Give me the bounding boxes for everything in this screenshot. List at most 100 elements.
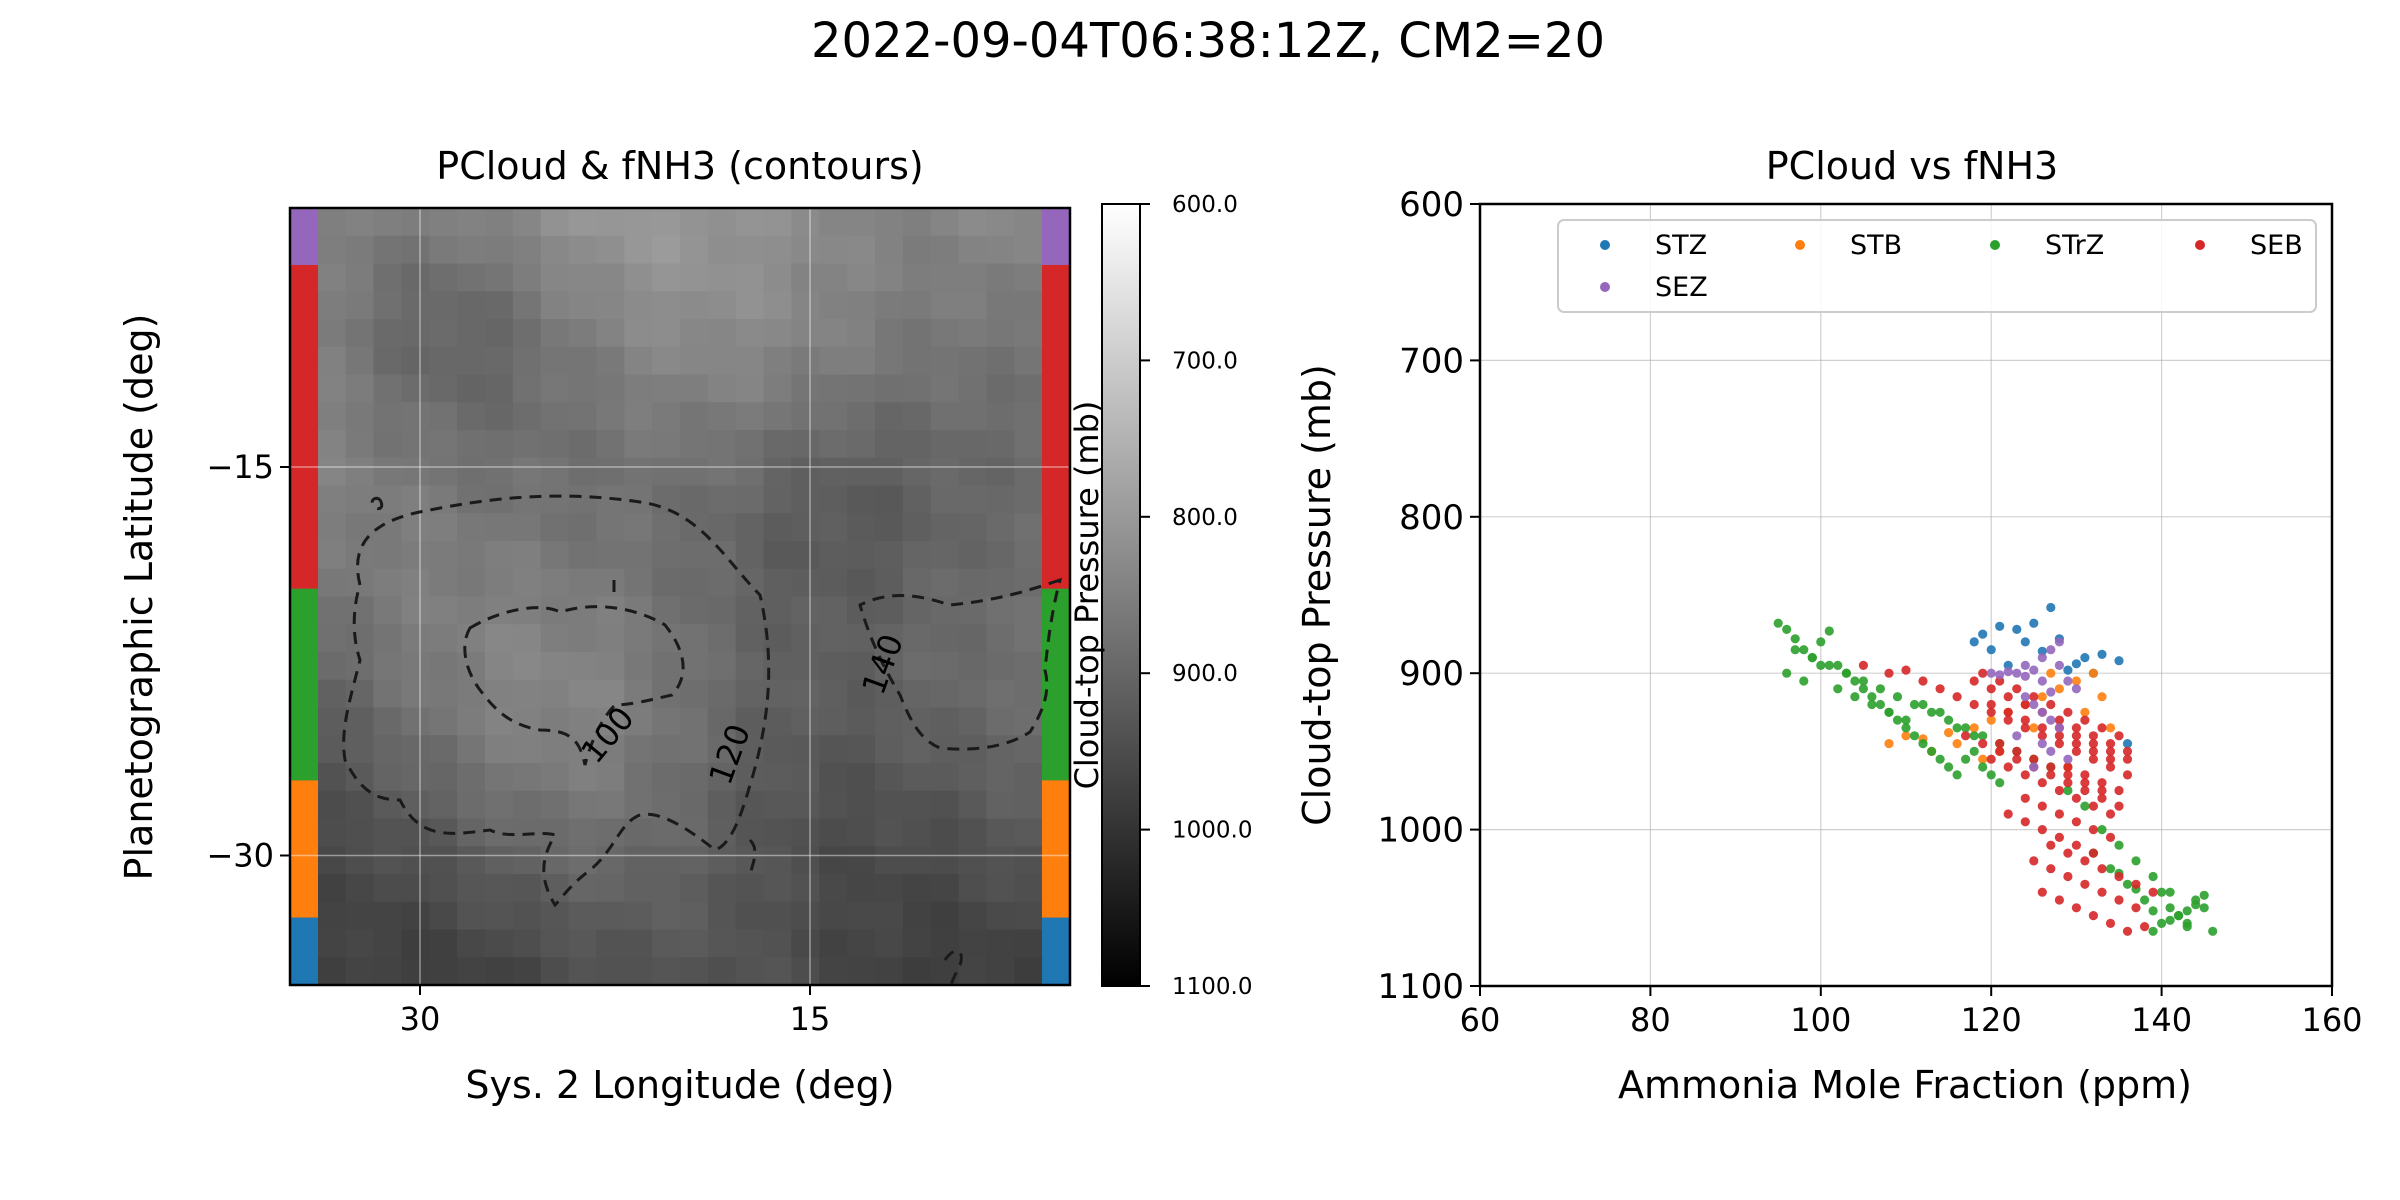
heatmap-cell (735, 346, 765, 376)
heatmap-cell (373, 929, 403, 958)
heatmap-cell (317, 790, 347, 820)
scatter-point-strz (1799, 676, 1809, 686)
scatter-point-strz (1892, 715, 1903, 725)
heatmap-cell (373, 652, 403, 681)
heatmap-cell (902, 208, 932, 237)
scatter-point-strz (1935, 707, 1945, 717)
heatmap-cell (568, 513, 598, 542)
scatter-point-stb (1986, 715, 1996, 725)
heatmap-cell (373, 679, 403, 709)
heatmap-cell (624, 568, 653, 598)
scatter-point-stb (1901, 731, 1911, 741)
heatmap-cell (986, 319, 1015, 348)
scatter-point-seb (2097, 793, 2107, 803)
heatmap-cell (373, 235, 403, 265)
heatmap-cell (512, 846, 542, 875)
heatmap-cell (624, 901, 653, 931)
scatter-xtick-label: 100 (1790, 1001, 1851, 1039)
heatmap-cell (958, 235, 988, 265)
heatmap-cell (652, 319, 681, 348)
heatmap-cell (819, 457, 848, 487)
heatmap-cell (986, 929, 1015, 958)
heatmap-cell (902, 929, 932, 958)
heatmap-cell (540, 679, 570, 709)
heatmap-cell (401, 763, 430, 792)
heatmap-cell (429, 346, 458, 376)
heatmap-cell (763, 374, 793, 403)
heatmap-cell (1014, 874, 1043, 903)
heatmap-cell (875, 235, 904, 265)
heatmap-cell (819, 235, 848, 265)
heatmap-cell (1014, 513, 1043, 542)
heatmap-cell (819, 513, 848, 542)
scatter-point-seb (2020, 699, 2030, 710)
scatter-point-strz (2199, 903, 2209, 913)
heatmap-cell (791, 790, 820, 820)
heatmap-cell (930, 652, 960, 681)
heatmap-cell (373, 874, 403, 903)
legend-marker-stz (1600, 240, 1610, 250)
heatmap-cell (707, 957, 737, 986)
heatmap-cell (345, 485, 375, 514)
heatmap-cell (596, 874, 625, 903)
heatmap-cell (763, 291, 793, 320)
heatmap-cell (401, 679, 430, 709)
heatmap-cell (568, 624, 598, 653)
heatmap-cell (847, 957, 876, 986)
scatter-point-seb (2088, 825, 2098, 835)
heatmap-cell (791, 763, 820, 792)
heatmap-cell (652, 652, 681, 681)
heatmap-cell (624, 457, 653, 487)
heatmap-cell (429, 263, 458, 292)
scatter-point-seb (2097, 785, 2107, 796)
heatmap-cell (930, 430, 960, 459)
scatter-point-strz (1824, 660, 1834, 671)
heatmap-cell (317, 596, 347, 625)
heatmap-cell (401, 957, 430, 986)
scatter-point-stb (1952, 739, 1962, 749)
heatmap-cell (401, 485, 430, 514)
heatmap-cell (902, 763, 932, 792)
heatmap-cell (930, 901, 960, 931)
scatter-point-strz (1961, 754, 1971, 764)
heatmap-cell (652, 568, 681, 598)
heatmap-cell (735, 596, 765, 625)
belt-band-right-sez (1042, 208, 1070, 265)
scatter-point-strz (2157, 887, 2167, 897)
heatmap-cell (902, 624, 932, 653)
heatmap-cell (735, 541, 765, 570)
heatmap-cell (596, 263, 625, 292)
heatmap-cell (958, 763, 988, 792)
heatmap-cell (512, 707, 542, 736)
heatmap-cell (540, 430, 570, 459)
scatter-point-seb (2012, 754, 2022, 764)
heatmap-cell (819, 624, 848, 653)
heatmap-cell (791, 874, 820, 903)
heatmap-cell (819, 652, 848, 681)
scatter-point-seb (2105, 762, 2116, 772)
belt-band-left-sez (290, 208, 318, 265)
heatmap-cell (986, 874, 1015, 903)
heatmap-cell (568, 346, 598, 376)
heatmap-cell (986, 624, 1015, 653)
colorbar-tick-label: 900.0 (1172, 661, 1238, 687)
heatmap-cell (652, 485, 681, 514)
scatter-point-sez (2054, 723, 2064, 733)
heatmap-cell (512, 208, 542, 237)
scatter-point-stb (2080, 707, 2090, 717)
scatter-point-strz (1790, 645, 1800, 655)
heatmap-cell (540, 763, 570, 792)
scatter-title: PCloud vs fNH3 (1766, 144, 2058, 188)
heatmap-cell (596, 763, 625, 792)
heatmap-cell (485, 263, 514, 292)
heatmap-cell (847, 874, 876, 903)
scatter-point-strz (2165, 903, 2175, 913)
heatmap-cell (457, 319, 486, 348)
scatter-point-seb (2097, 723, 2107, 733)
heatmap-cell (735, 263, 765, 292)
heatmap-cell (958, 430, 988, 459)
scatter-point-seb (2012, 746, 2022, 757)
heatmap-cell (875, 208, 904, 237)
scatter-point-stb (1978, 754, 1988, 764)
heatmap-cell (345, 430, 375, 459)
